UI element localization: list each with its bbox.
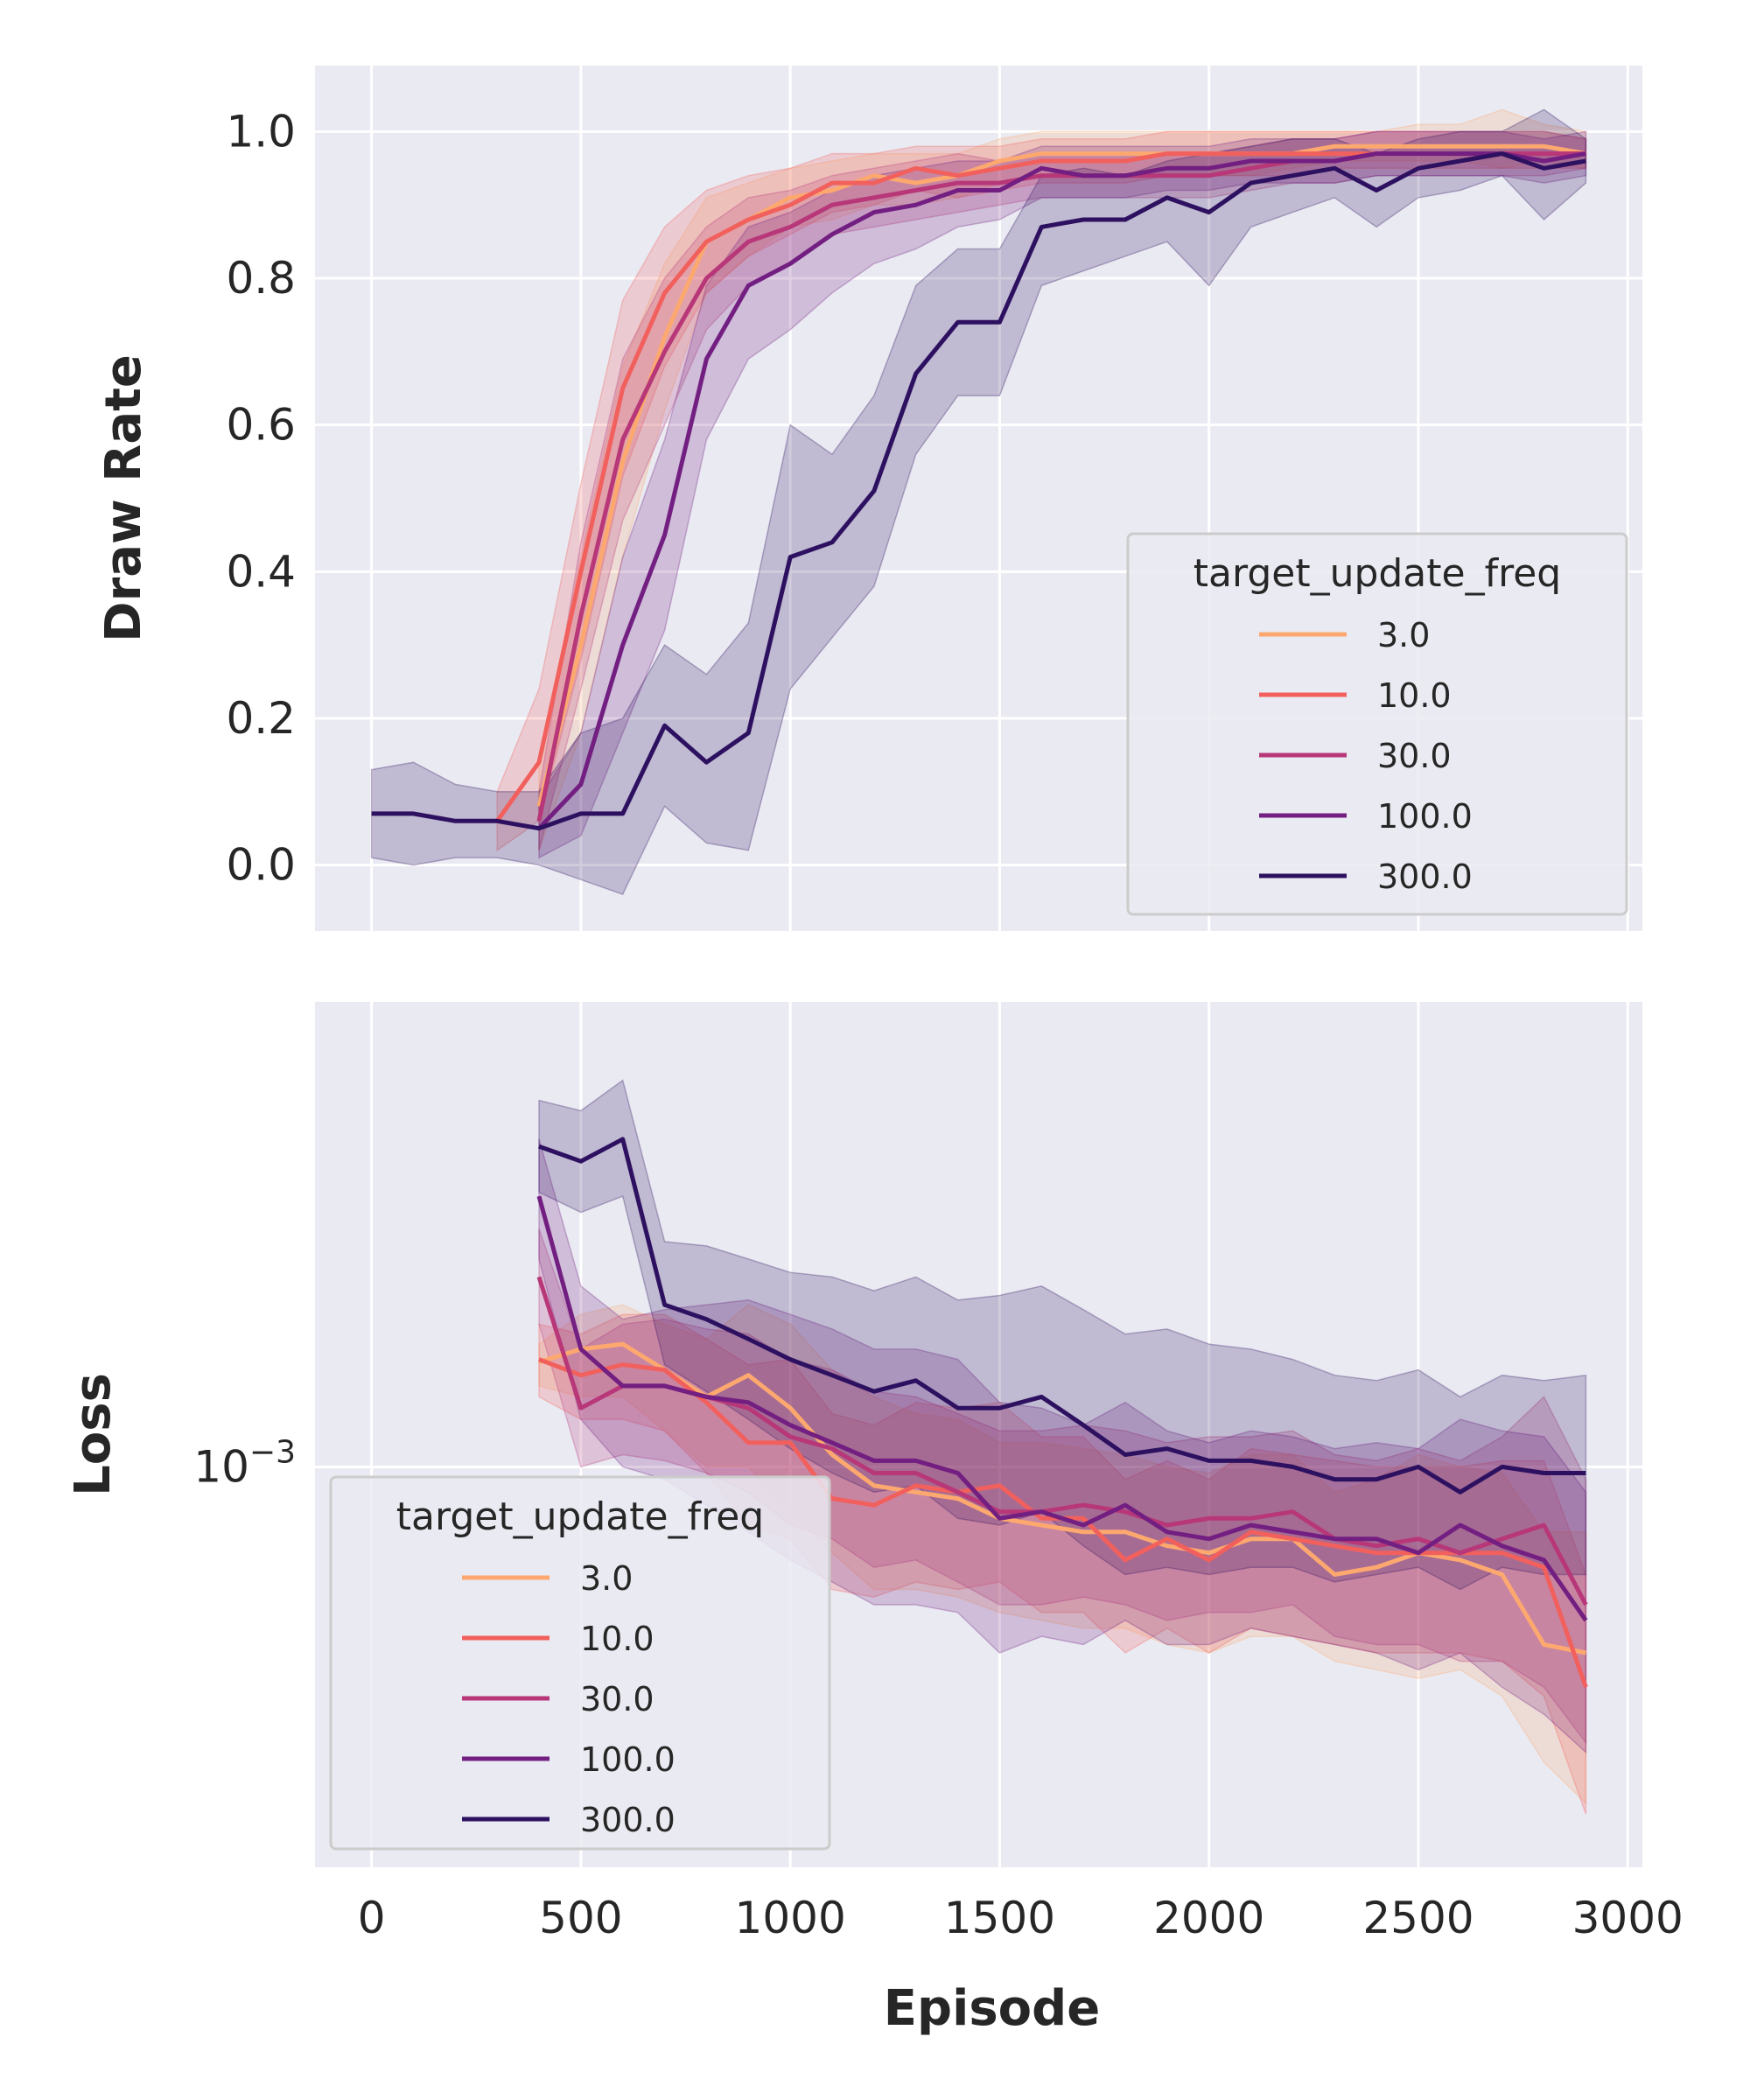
y-tick-label: 0.8 — [226, 253, 296, 304]
legend-title: target_update_freq — [1194, 551, 1561, 596]
legend-label-10.0: 10.0 — [580, 1620, 654, 1658]
series-line-300.0 — [371, 151, 1586, 831]
series-lines — [371, 144, 1586, 831]
series-band-300.0 — [538, 1079, 1587, 1591]
series-line-300.0 — [538, 1137, 1586, 1494]
legend-label-300.0: 300.0 — [1377, 858, 1473, 896]
legend-label-30.0: 30.0 — [1377, 737, 1452, 775]
x-tick-label: 1000 — [735, 1893, 846, 1943]
y-tick-exponent: −3 — [249, 1434, 296, 1470]
series-line-100.0 — [536, 1195, 1588, 1622]
y-tick-label: 10−3 — [193, 1434, 296, 1492]
x-tick-label: 3000 — [1572, 1893, 1684, 1943]
y-tick-label: 0.4 — [226, 546, 296, 597]
series-band-3.0 — [538, 108, 1587, 851]
legend-label-3.0: 3.0 — [1377, 616, 1430, 654]
y-tick-label: 0.6 — [226, 400, 296, 451]
y-tick-label: 0.0 — [226, 840, 296, 891]
series-line-3.0 — [538, 1341, 1586, 1656]
series-band-30.0 — [538, 130, 1587, 850]
legend-label-3.0: 3.0 — [580, 1559, 633, 1598]
legend-label-100.0: 100.0 — [580, 1740, 676, 1779]
confidence-bands — [370, 108, 1587, 896]
legend-label-300.0: 300.0 — [580, 1801, 676, 1839]
x-tick-label: 1500 — [944, 1893, 1055, 1943]
x-axis-title: Episode — [884, 1980, 1100, 2037]
y-tick-label: 0.2 — [226, 693, 296, 744]
series-band-10.0 — [496, 130, 1587, 852]
legend-label-10.0: 10.0 — [1377, 676, 1452, 715]
x-tick-label: 0 — [358, 1893, 386, 1943]
y-tick-base: 10 — [193, 1441, 249, 1492]
y-tick-label: 1.0 — [226, 106, 296, 157]
draw-rate-panel: 0.0 0.2 0.4 0.6 0.8 1.0 Draw Rate target_update… — [95, 66, 1642, 931]
legend: target_update_freq 3.0 10.0 30.0 100.0 300.0 — [329, 1475, 831, 1851]
series-line-100.0 — [537, 151, 1586, 830]
legend: target_update_freq 3.0 10.0 30.0 100.0 300.0 — [1126, 532, 1628, 916]
y-axis-title: Draw Rate — [95, 354, 152, 642]
x-tick-label: 2500 — [1362, 1893, 1474, 1943]
series-band-100.0 — [538, 1138, 1587, 1754]
x-tick-label: 2000 — [1153, 1893, 1264, 1943]
legend-frame — [1126, 532, 1628, 916]
legend-label-30.0: 30.0 — [580, 1680, 654, 1718]
series-lines — [536, 1137, 1588, 1689]
y-axis-title: Loss — [65, 1373, 122, 1496]
series-band-100.0 — [538, 130, 1587, 859]
legend-label-100.0: 100.0 — [1377, 797, 1473, 836]
legend-frame — [329, 1475, 831, 1851]
x-tick-label: 500 — [539, 1893, 622, 1943]
series-band-300.0 — [370, 108, 1587, 896]
loss-panel: 10−3 0 500 1000 1500 2000 2500 3000 Loss Episode t… — [65, 1002, 1684, 2037]
series-band-30.0 — [538, 1228, 1587, 1745]
legend-title: target_update_freq — [396, 1494, 764, 1539]
